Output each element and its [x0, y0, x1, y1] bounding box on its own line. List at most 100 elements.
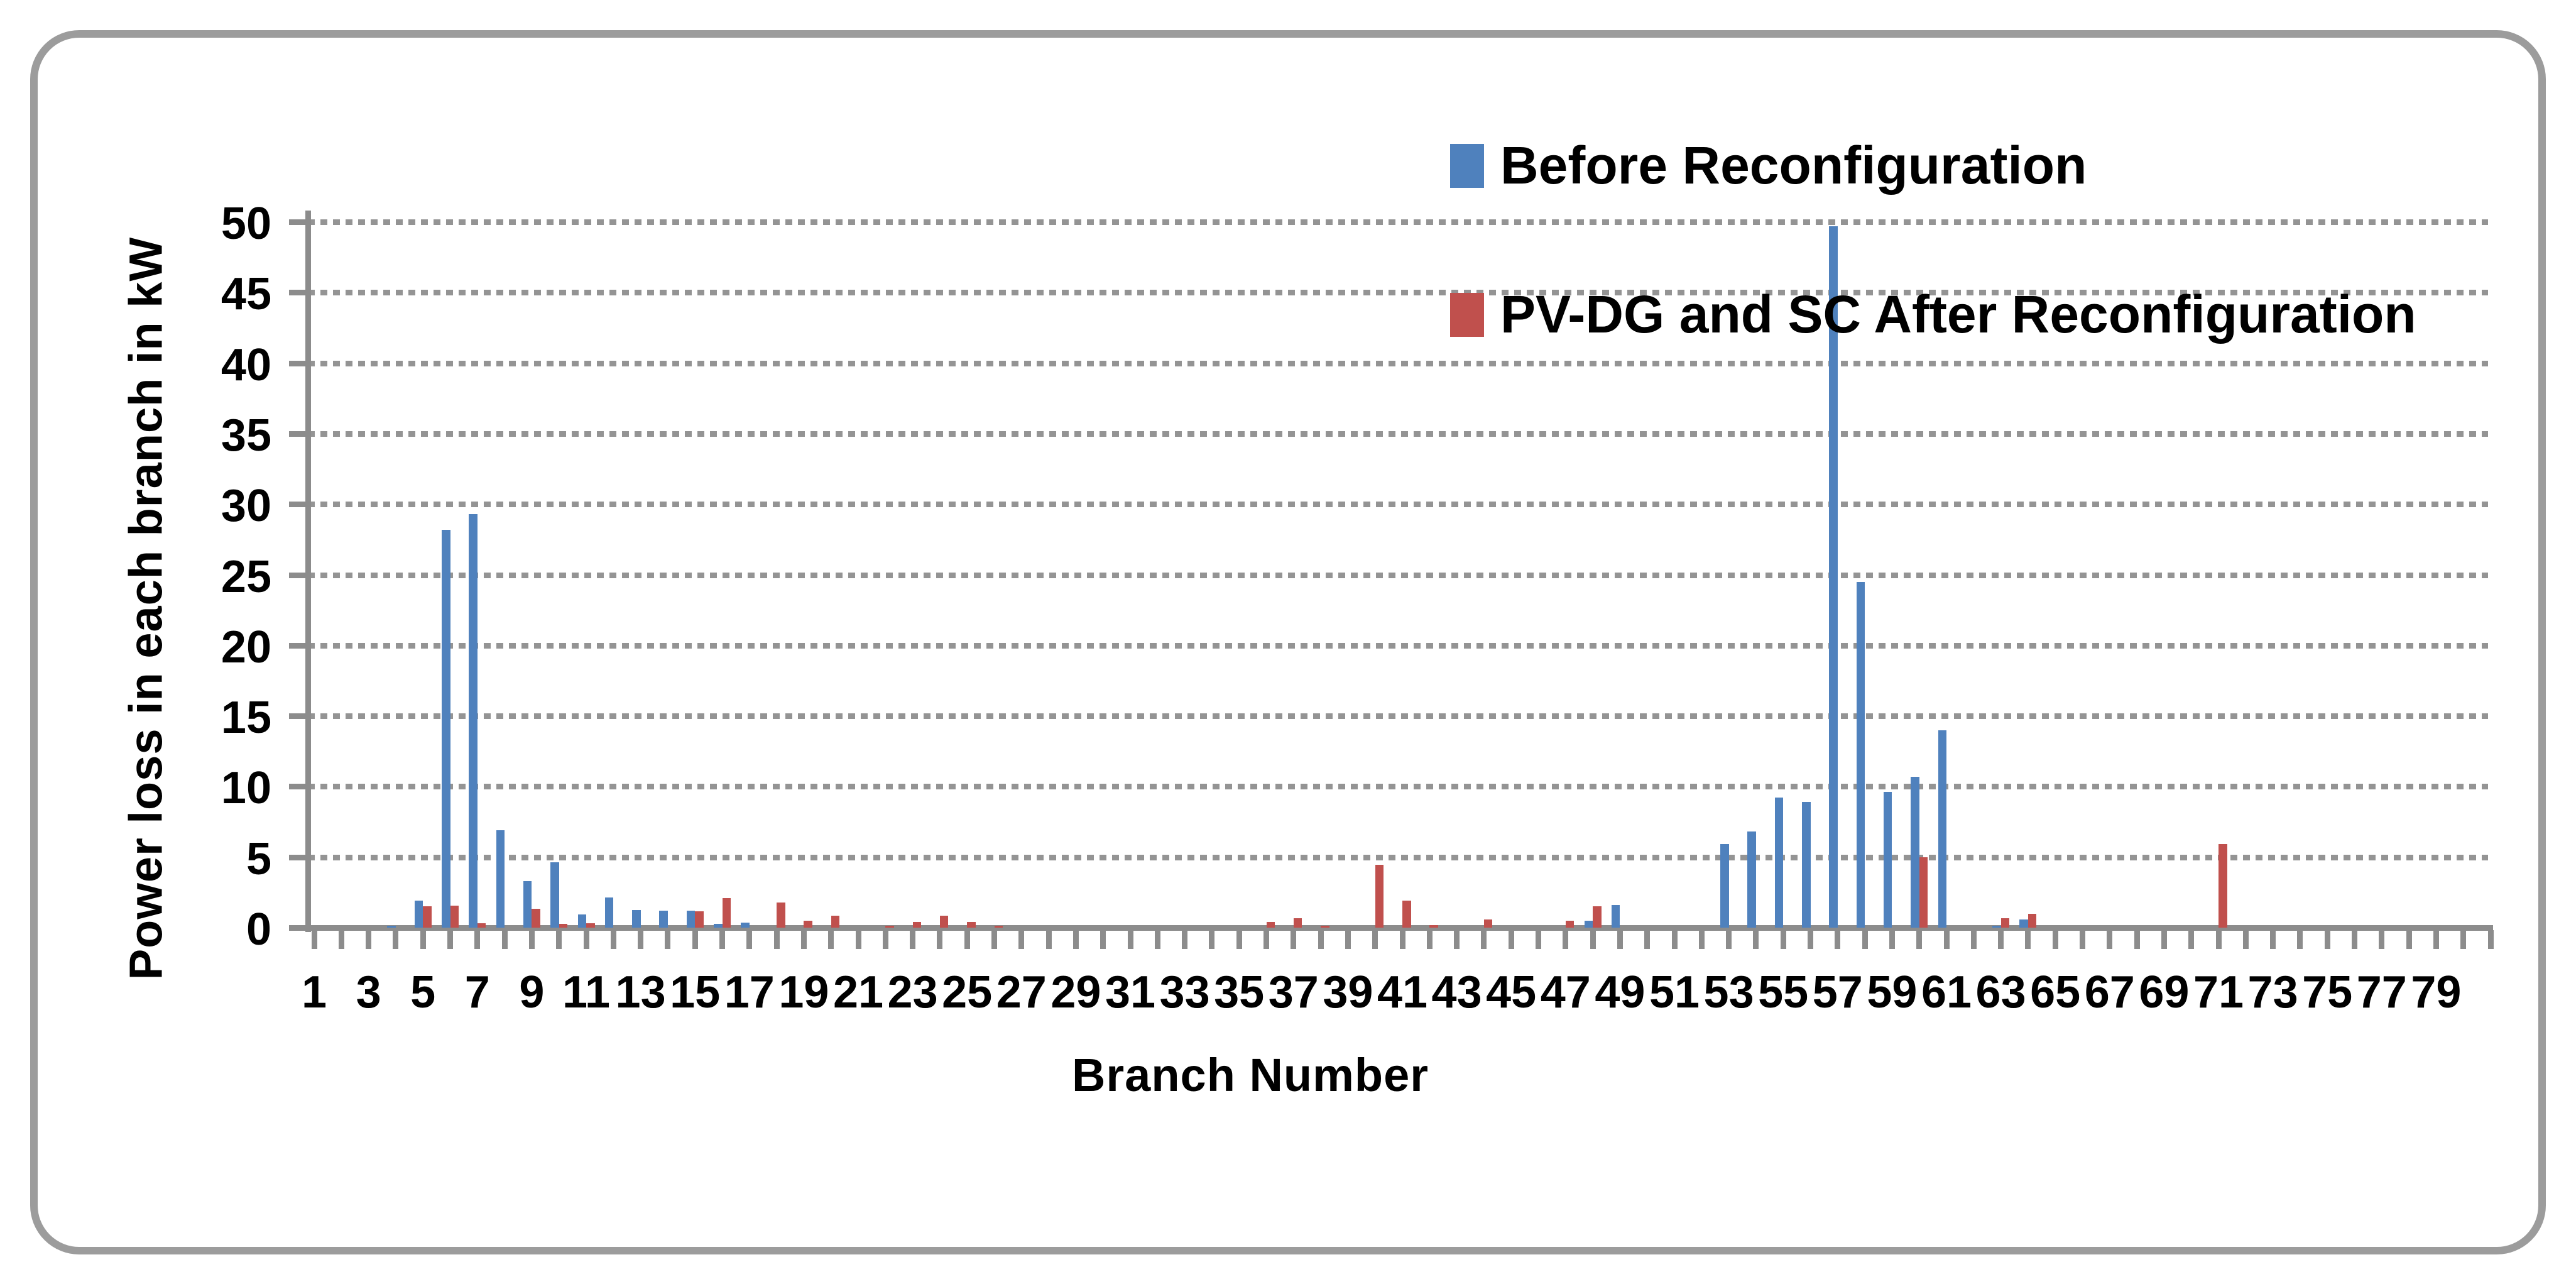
- bar-before-reconfiguration: [523, 881, 532, 928]
- x-tick-label: 19: [778, 967, 829, 1018]
- x-axis-tick: [1644, 930, 1651, 949]
- legend-label: Before Reconfiguration: [1500, 136, 2087, 195]
- x-axis-tick: [1127, 930, 1133, 949]
- x-axis-tick: [2242, 930, 2249, 949]
- bar-before-reconfiguration: [604, 897, 614, 928]
- x-axis-tick: [1753, 930, 1759, 949]
- bar-before-reconfiguration: [1584, 920, 1593, 928]
- y-tick-label: 40: [221, 339, 271, 390]
- x-tick-label: 41: [1377, 967, 1428, 1018]
- x-axis-tick: [1998, 930, 2004, 949]
- bar-after-reconfiguration: [1429, 925, 1438, 928]
- x-axis-tick: [1209, 930, 1215, 949]
- x-axis-tick: [2080, 930, 2085, 949]
- bar-after-reconfiguration: [1565, 920, 1575, 928]
- x-tick-label: 5: [410, 967, 436, 1018]
- x-axis-tick: [746, 930, 753, 949]
- x-tick-label: 25: [942, 967, 993, 1018]
- x-axis-tick: [1318, 930, 1324, 949]
- bar-after-reconfiguration: [1402, 901, 1411, 928]
- y-tick-label: 25: [221, 551, 271, 602]
- x-axis-tick: [1045, 930, 1052, 949]
- x-axis-tick: [1726, 930, 1732, 949]
- x-tick-label: 55: [1758, 967, 1809, 1018]
- x-tick-label: 71: [2193, 967, 2244, 1018]
- y-axis-tick: [289, 784, 307, 790]
- gridline: [308, 713, 2488, 720]
- gridline: [308, 642, 2488, 649]
- gridline: [308, 502, 2488, 508]
- x-axis-tick: [583, 930, 589, 949]
- x-axis-tick: [338, 930, 344, 949]
- x-axis-tick: [1291, 930, 1297, 949]
- bar-after-reconfiguration: [532, 908, 540, 928]
- x-tick-label: 59: [1867, 967, 1918, 1018]
- x-axis-tick: [937, 930, 943, 949]
- bar-after-reconfiguration: [559, 924, 568, 928]
- x-tick-label: 27: [996, 967, 1047, 1018]
- y-tick-label: 10: [221, 763, 271, 814]
- x-axis-tick: [692, 930, 698, 949]
- x-tick-label: 73: [2247, 967, 2298, 1018]
- bar-before-reconfiguration: [1856, 581, 1865, 928]
- y-tick-label: 0: [246, 904, 271, 955]
- x-tick-label: 43: [1431, 967, 1482, 1018]
- bar-before-reconfiguration: [577, 914, 586, 928]
- bar-after-reconfiguration: [1919, 857, 1928, 928]
- x-axis-tick: [1698, 930, 1705, 949]
- gridline: [308, 572, 2488, 578]
- x-axis-tick: [855, 930, 861, 949]
- x-tick-label: 75: [2302, 967, 2353, 1018]
- x-axis-tick: [638, 930, 644, 949]
- y-tick-label: 35: [221, 410, 271, 461]
- x-tick-label: 23: [887, 967, 938, 1018]
- bar-after-reconfiguration: [2219, 844, 2227, 928]
- x-tick-label: 11: [562, 967, 611, 1018]
- x-axis-tick: [910, 930, 916, 949]
- y-axis-tick: [289, 431, 307, 437]
- y-axis-tick: [289, 219, 307, 225]
- bar-after-reconfiguration: [477, 923, 486, 928]
- x-axis-tick: [2297, 930, 2303, 949]
- bar-before-reconfiguration: [442, 529, 450, 928]
- x-axis-tick: [1182, 930, 1188, 949]
- bar-before-reconfiguration: [1747, 831, 1756, 928]
- x-axis-tick: [719, 930, 725, 949]
- bar-after-reconfiguration: [2028, 913, 2037, 928]
- bar-before-reconfiguration: [659, 911, 668, 928]
- x-axis-tick: [2406, 930, 2412, 949]
- x-axis-tick: [773, 930, 780, 949]
- bar-before-reconfiguration: [1911, 776, 1919, 928]
- x-axis-tick: [1563, 930, 1569, 949]
- x-axis-tick: [2134, 930, 2140, 949]
- gridline: [308, 219, 2488, 225]
- bar-after-reconfiguration: [967, 922, 976, 928]
- x-tick-label: 7: [464, 967, 490, 1018]
- x-axis-line: [295, 925, 2493, 931]
- x-axis-tick: [964, 930, 970, 949]
- bar-after-reconfiguration: [722, 897, 731, 928]
- legend-item: Before Reconfiguration: [1450, 135, 2087, 196]
- bar-before-reconfiguration: [414, 901, 423, 928]
- x-tick-label: 39: [1323, 967, 1373, 1018]
- x-axis-tick: [1508, 930, 1514, 949]
- bar-before-reconfiguration: [496, 830, 505, 928]
- x-axis-tick: [1916, 930, 1923, 949]
- x-tick-label: 61: [1921, 967, 1972, 1018]
- bar-after-reconfiguration: [1321, 926, 1329, 928]
- bar-before-reconfiguration: [1883, 792, 1892, 928]
- x-tick-label: 37: [1268, 967, 1319, 1018]
- bar-before-reconfiguration: [1774, 798, 1784, 928]
- x-axis-tick: [1889, 930, 1895, 949]
- x-axis-title: Branch Number: [1071, 1049, 1429, 1101]
- gridline: [308, 290, 2488, 296]
- x-axis-tick: [447, 930, 453, 949]
- bar-after-reconfiguration: [1593, 906, 1602, 928]
- y-tick-label: 15: [221, 693, 271, 744]
- bar-after-reconfiguration: [939, 915, 949, 928]
- y-axis-tick: [289, 854, 307, 860]
- y-tick-label: 20: [221, 622, 271, 672]
- bar-before-reconfiguration: [1720, 844, 1729, 928]
- x-axis-tick: [393, 930, 399, 949]
- x-tick-label: 69: [2139, 967, 2190, 1018]
